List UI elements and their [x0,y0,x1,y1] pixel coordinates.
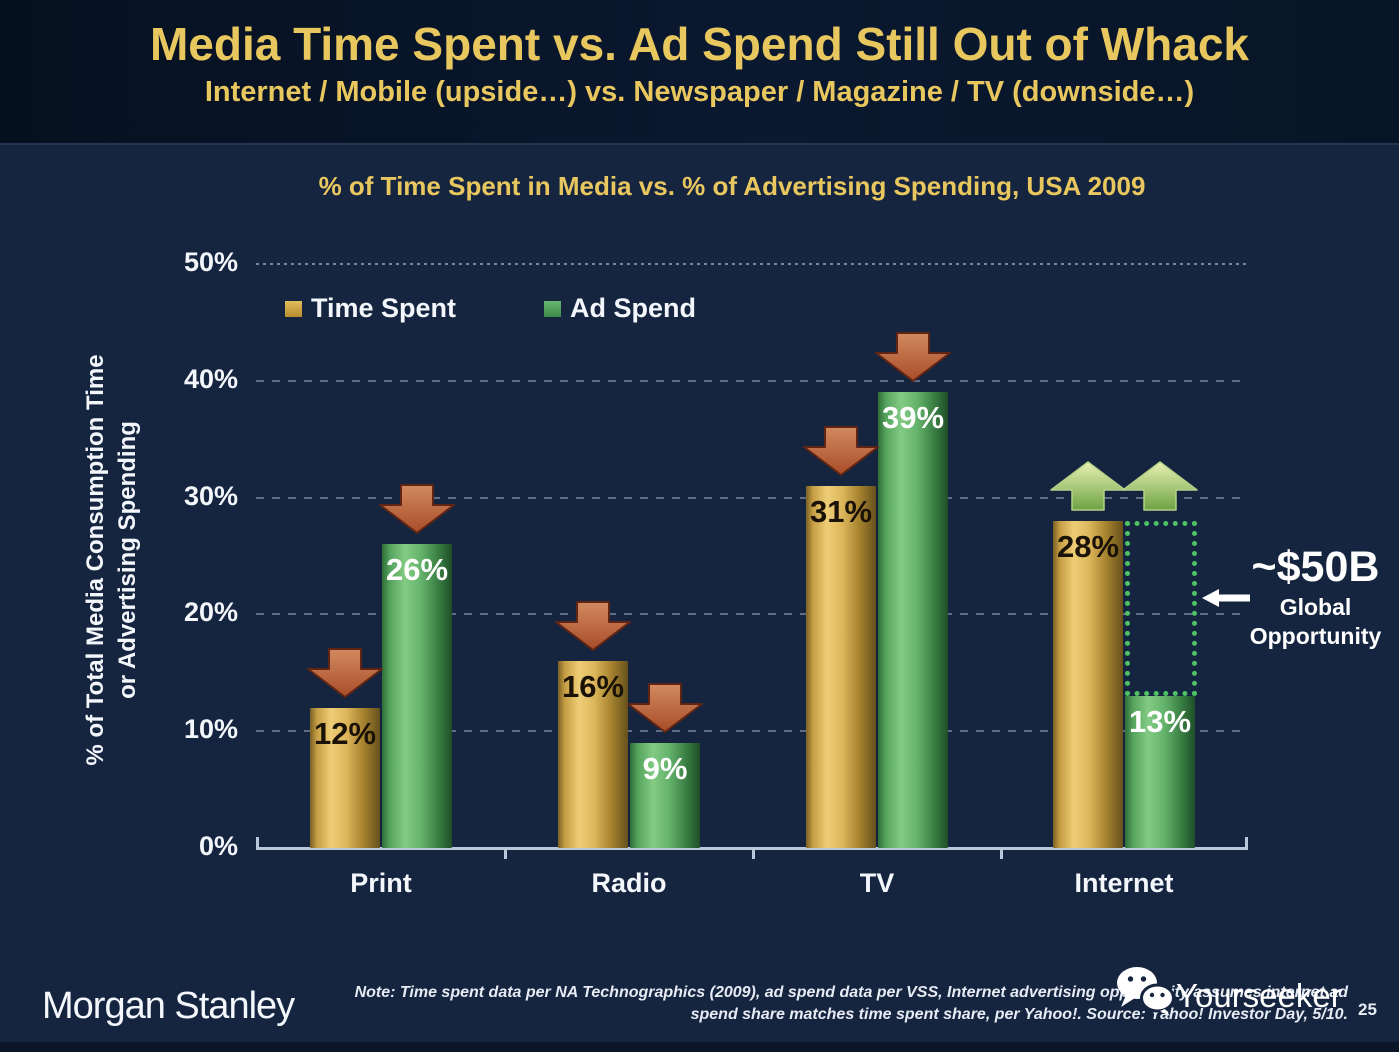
bar-radio-ad-spend [630,742,700,848]
left-arrow-icon [1202,589,1250,607]
opportunity-value: ~$50B [1251,543,1380,591]
bar-tv-time-spent [806,485,876,848]
legend-label-ad-spend: Ad Spend [570,293,696,323]
bar-tv-ad-spend [878,392,948,848]
gridline-10 [256,730,1248,733]
bar-value-label-internet-time-spent: 28% [1056,528,1120,564]
bar-value-label-print-time-spent: 12% [313,715,377,751]
slide-subtitle: Internet / Mobile (upside…) vs. Newspape… [204,76,1195,108]
bar-value-label-internet-ad-spend: 13% [1128,704,1192,740]
axis-tick-0 [504,848,507,859]
opportunity-box [1125,520,1197,697]
slide-title: Media Time Spent vs. Ad Spend Still Out … [149,18,1250,70]
chart-title: % of Time Spent in Media vs. % of Advert… [318,171,1146,201]
category-label-print: Print [350,868,412,898]
footnote-line1: Note: Time spent data per NA Technograph… [354,984,1348,1001]
axis-tick-1 [752,848,755,859]
y-tick-label-0: 0% [198,831,238,861]
axis-endcap-0 [256,837,259,847]
bar-value-label-radio-time-spent: 16% [561,669,625,705]
up-arrow-icon-internet-ad-spend [1122,461,1198,511]
y-tick-label-50: 50% [183,247,238,277]
gridline-20 [256,613,1248,616]
footer-strip [0,1042,1399,1052]
opportunity-caption: Global Opportunity [1238,593,1393,651]
bar-print-ad-spend [382,544,452,848]
bar-internet-ad-spend [1125,696,1195,848]
opportunity-caption-line1: Global [1279,594,1352,620]
footnote-line2: spend share matches time spent share, pe… [690,1006,1348,1023]
down-arrow-icon-tv-time-spent [803,425,879,476]
bar-print-time-spent [310,707,380,848]
watermark-text: Yourseeker [1176,977,1342,1014]
y-tick-label-10: 10% [183,714,238,745]
category-label-tv: TV [859,868,895,898]
legend-swatch-ad-spend [544,301,561,317]
bar-value-label-print-ad-spend: 26% [385,552,449,588]
morgan-stanley-logo: Morgan Stanley [42,985,295,1027]
bar-radio-time-spent [558,661,628,848]
down-arrow-icon-print-ad-spend [379,484,455,535]
y-tick-label-20: 20% [183,597,238,628]
header-band [0,0,1399,145]
down-arrow-icon-tv-ad-spend [875,332,951,383]
up-arrow-icon-internet-time-spent [1050,461,1126,511]
bar-value-label-tv-time-spent: 31% [809,493,873,529]
page-number: 25 [1358,1000,1377,1019]
legend-label-time-spent: Time Spent [311,293,457,323]
axis-tick-2 [999,848,1003,859]
y-tick-label-30: 30% [183,480,238,511]
y-tick-label-40: 40% [183,363,238,394]
gridline-50 [256,263,1248,265]
down-arrow-icon-radio-time-spent [555,601,631,652]
bar-value-label-tv-ad-spend: 39% [881,400,945,436]
footnote: Note: Time spent data per NA Technograph… [288,982,1348,1026]
down-arrow-icon-radio-ad-spend [627,682,703,733]
legend-swatch-time-spent [285,301,302,317]
category-label-internet: Internet [1074,868,1174,898]
wechat-icon [1117,967,1174,1016]
gridline-40 [256,379,1248,382]
opportunity-caption-line2: Opportunity [1249,623,1382,649]
bar-internet-time-spent [1053,520,1123,848]
bar-value-label-radio-ad-spend: 9% [642,750,688,786]
down-arrow-icon-print-time-spent [307,647,383,698]
gridline-30 [256,496,1248,499]
category-label-radio: Radio [591,868,667,898]
axis-endcap-1 [1245,837,1248,847]
